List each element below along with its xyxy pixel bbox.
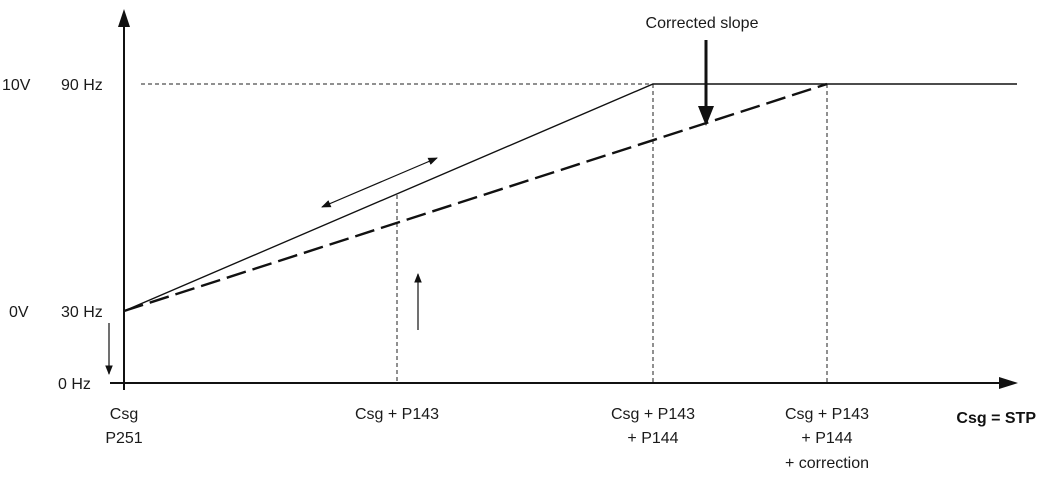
x-labels: Csg P251 Csg + P143 Csg + P143 + P144 Cs… — [105, 406, 1036, 472]
label-corr-line3: + correction — [785, 455, 869, 472]
y-labels: 10V 90 Hz 0V 30 Hz 0 Hz — [2, 77, 103, 393]
curves — [123, 82, 1017, 313]
corrected-slope-line — [123, 82, 828, 313]
axes — [110, 9, 1018, 390]
reference-lines — [141, 83, 828, 383]
label-p144-line1: Csg + P143 — [611, 406, 695, 423]
corrected-slope-pointer-head — [698, 106, 714, 126]
double-arrow — [321, 157, 438, 208]
label-0v: 0V — [9, 304, 29, 321]
label-10v: 10V — [2, 77, 31, 94]
label-corr-line2: + P144 — [801, 430, 852, 447]
original-slope-line — [123, 83, 1017, 312]
label-0hz: 0 Hz — [58, 376, 91, 393]
y-axis-arrowhead — [118, 9, 130, 27]
label-origin-line1: Csg — [110, 406, 138, 423]
label-90hz: 90 Hz — [61, 77, 103, 94]
corrected-slope-annotation: Corrected slope — [646, 15, 759, 32]
label-p144-line2: + P144 — [627, 430, 678, 447]
arrows — [105, 40, 714, 375]
axis-caption: Csg = STP — [956, 410, 1036, 427]
label-origin-line2: P251 — [105, 430, 142, 447]
label-p143: Csg + P143 — [355, 406, 439, 423]
label-30hz: 30 Hz — [61, 304, 103, 321]
label-corr-line1: Csg + P143 — [785, 406, 869, 423]
x-axis-arrowhead — [999, 377, 1018, 389]
